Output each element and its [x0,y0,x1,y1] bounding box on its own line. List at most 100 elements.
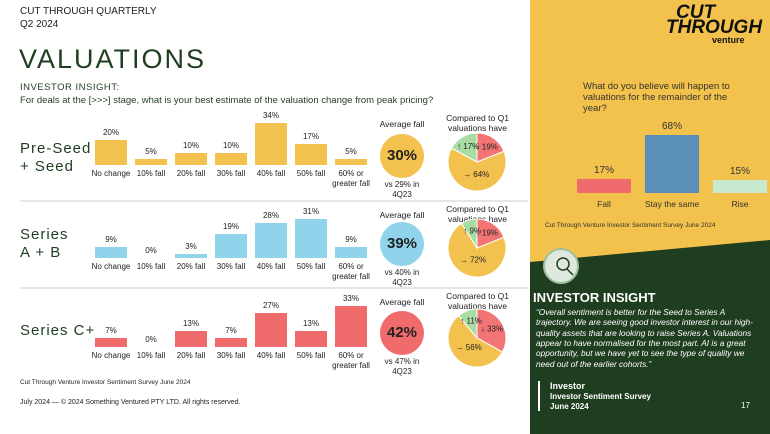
category-label: No change [91,169,131,178]
bar [335,305,367,347]
pie-slice [450,132,478,163]
bar-value-label: 5% [345,146,357,156]
compared-header: Compared to Q1 valuations have [446,113,509,133]
pie-label: ↑ 11% [460,317,482,326]
category-label: 40% fall [256,169,286,178]
pie-label: → 72% [460,256,486,265]
attribution-role: Investor Sentiment Survey [550,392,651,401]
pie-slice [457,308,478,340]
section-label: INVESTOR INSIGHT: [20,82,120,93]
bar [645,135,699,193]
bar-value-label: 5% [145,146,157,156]
pie: ↓ 19% → 64% ↑ 17% [447,132,507,192]
comparison: vs 40% in 4Q23 [384,268,420,287]
bar-value-label: 7% [225,326,237,336]
attribution-date: June 2024 [550,402,589,411]
bar-value-label: 28% [262,211,279,220]
bar-value-label: 19% [222,222,239,232]
category-label: 60% or greater fall [332,262,370,281]
bar-value-label: 33% [342,293,359,303]
category-label: 50% fall [296,262,326,271]
bar [255,313,287,347]
bar-value-label: 0% [145,246,157,255]
category-label: 30% fall [216,262,246,271]
average-value: 42% [386,324,418,341]
chart-source: Cut Through Venture Investor Sentiment S… [545,222,716,229]
comparison: vs 47% in 4Q23 [384,357,420,376]
compared-header: Compared to Q1 valuations have [446,291,509,311]
average-circle [380,134,424,178]
category-label: 40% fall [256,351,286,360]
yellow-panel [530,0,770,262]
pie-label: → 56% [456,343,482,352]
bar-value-label: 15% [729,166,750,178]
bar [713,180,767,193]
bar [335,246,367,258]
footer: July 2024 — © 2024 Something Ventured PT… [20,399,241,406]
bar-value-label: 13% [182,318,199,328]
category-label: 20% fall [176,351,206,360]
average-header: Average fall [379,297,425,307]
average-header: Average fall [379,119,425,129]
bar-value-label: 17% [593,164,614,176]
category-label: 30% fall [216,169,246,178]
insight-quote: “Overall sentiment is better for the See… [536,307,753,369]
pie-slice [460,218,478,250]
bar [175,152,207,165]
bar-value-label: 13% [302,318,319,328]
pie-label: ↑ 9% [463,226,481,235]
bar-value-label: 3% [185,242,197,252]
category-label: 10% fall [136,351,166,360]
pie-slice [447,222,507,278]
bar-value-label: 7% [105,326,117,336]
bar [95,140,127,165]
bar-value-label: 9% [105,234,117,244]
bar-value-label: 68% [661,121,682,133]
source: Cut Through Venture Investor Sentiment S… [20,379,191,386]
category-label: No change [91,351,131,360]
bar [135,158,167,165]
category-label: 50% fall [296,169,326,178]
bar-value-label: 17% [302,131,319,141]
page-number: 17 [741,401,750,410]
bar [215,152,247,165]
stage-label: Pre-Seed [20,140,92,157]
pie-label: → 64% [463,170,489,179]
logo-line: THROUGH [666,17,763,38]
page-title: VALUATIONS [19,44,207,74]
bar [95,338,127,347]
bar [295,219,327,258]
pie-slice [447,314,504,368]
chart-title: What do you believe will happen to valua… [583,81,730,114]
bar [295,143,327,165]
pie-label: ↓ 33% [481,324,503,333]
stage-label: + Seed [20,158,74,175]
pie-slice [447,147,507,192]
bar [577,178,631,193]
category-label: 20% fall [176,262,206,271]
category-label: 10% fall [136,262,166,271]
category-label: 10% fall [136,169,166,178]
insight-title: INVESTOR INSIGHT [533,290,656,305]
category-label: 30% fall [216,351,246,360]
pie-label: ↑ 17% [457,142,479,151]
pie: ↓ 19% → 72% ↑ 9% [447,218,507,278]
pie-label: ↓ 19% [476,229,498,238]
logo-line: venture [712,35,745,45]
category-label: Stay the same [644,199,700,209]
bar [335,158,367,165]
bar-value-label: 31% [302,207,319,217]
bar [255,122,287,165]
average-value: 39% [386,235,418,252]
bar [295,330,327,347]
kicker: CUT THROUGH QUARTERLY [20,6,157,17]
bar [175,254,207,258]
category-label: 20% fall [176,169,206,178]
pie-slice [476,308,507,353]
comparison: vs 29% in 4Q23 [384,180,420,199]
bar [215,234,247,258]
bar [215,338,247,347]
bar-value-label: 9% [345,234,357,244]
pie: ↓ 33% → 56% ↑ 11% [447,308,507,368]
